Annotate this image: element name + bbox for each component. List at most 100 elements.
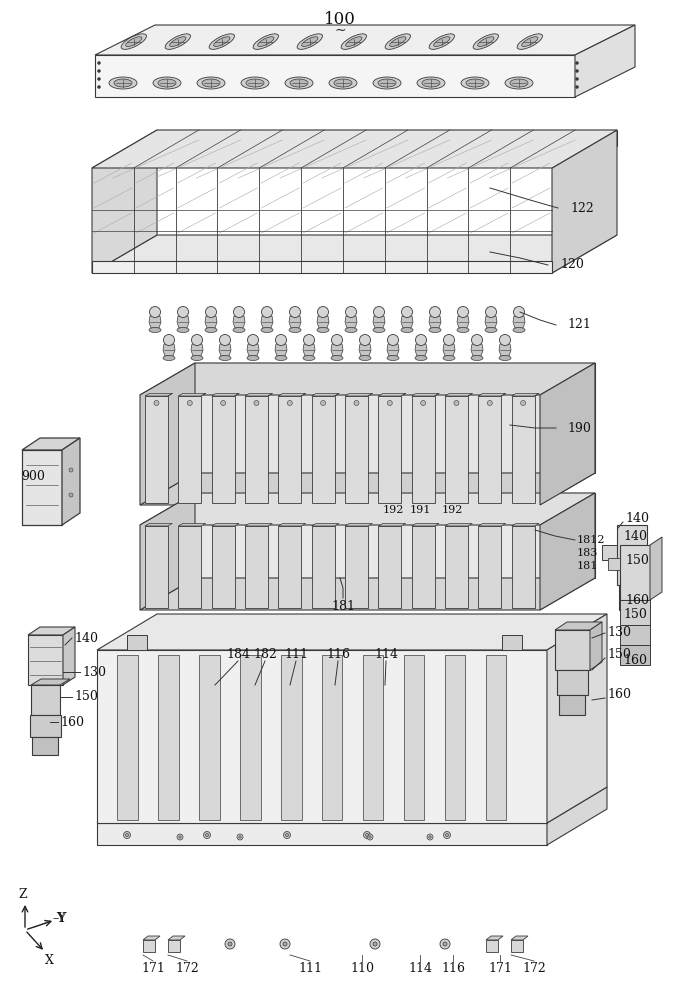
- Polygon shape: [312, 523, 339, 526]
- Circle shape: [440, 939, 450, 949]
- Ellipse shape: [214, 37, 230, 46]
- Polygon shape: [608, 558, 620, 570]
- Ellipse shape: [390, 37, 406, 46]
- Text: 184: 184: [226, 648, 250, 662]
- Text: 121: 121: [567, 318, 591, 332]
- Polygon shape: [233, 316, 245, 328]
- Text: 172: 172: [175, 962, 199, 974]
- Ellipse shape: [457, 328, 469, 332]
- Ellipse shape: [197, 77, 225, 89]
- Polygon shape: [363, 655, 383, 820]
- Ellipse shape: [191, 356, 203, 360]
- Text: 172: 172: [522, 962, 546, 974]
- Polygon shape: [575, 25, 635, 97]
- Polygon shape: [387, 344, 399, 356]
- Ellipse shape: [429, 34, 454, 49]
- Polygon shape: [359, 344, 371, 356]
- Circle shape: [430, 306, 441, 318]
- Polygon shape: [28, 627, 75, 635]
- Text: 160: 160: [607, 688, 631, 702]
- Ellipse shape: [387, 356, 399, 360]
- Polygon shape: [22, 438, 80, 450]
- Ellipse shape: [505, 77, 533, 89]
- Polygon shape: [486, 940, 498, 952]
- Circle shape: [370, 939, 380, 949]
- Polygon shape: [622, 610, 642, 625]
- Polygon shape: [261, 316, 273, 328]
- Text: 150: 150: [623, 608, 647, 621]
- Polygon shape: [620, 600, 650, 625]
- Ellipse shape: [303, 356, 315, 360]
- Circle shape: [287, 400, 292, 406]
- Circle shape: [354, 400, 359, 406]
- Circle shape: [191, 334, 202, 346]
- Text: 1812: 1812: [577, 535, 605, 545]
- Text: 116: 116: [326, 648, 350, 662]
- Ellipse shape: [415, 356, 427, 360]
- Polygon shape: [478, 393, 506, 396]
- Polygon shape: [619, 585, 645, 610]
- Ellipse shape: [289, 328, 301, 332]
- Polygon shape: [502, 635, 522, 650]
- Polygon shape: [177, 316, 189, 328]
- Polygon shape: [511, 940, 523, 952]
- Ellipse shape: [517, 34, 543, 49]
- Polygon shape: [412, 523, 439, 526]
- Text: 191: 191: [409, 505, 430, 515]
- Circle shape: [454, 400, 459, 406]
- Text: 100: 100: [324, 11, 356, 28]
- Ellipse shape: [163, 356, 175, 360]
- Text: 900: 900: [21, 471, 45, 484]
- Polygon shape: [31, 685, 60, 715]
- Polygon shape: [140, 493, 195, 610]
- Polygon shape: [168, 936, 185, 940]
- Polygon shape: [620, 625, 650, 645]
- Text: Z: Z: [18, 888, 27, 902]
- Ellipse shape: [477, 37, 494, 46]
- Text: ∼: ∼: [334, 23, 346, 37]
- Polygon shape: [373, 316, 385, 328]
- Polygon shape: [145, 393, 172, 396]
- Polygon shape: [212, 396, 234, 503]
- Text: 130: 130: [82, 666, 106, 678]
- Text: 111: 111: [298, 962, 322, 974]
- Polygon shape: [200, 655, 220, 820]
- Text: 122: 122: [570, 202, 594, 215]
- Polygon shape: [62, 438, 80, 525]
- Ellipse shape: [121, 34, 146, 49]
- Polygon shape: [445, 396, 468, 503]
- Polygon shape: [511, 396, 535, 503]
- Ellipse shape: [373, 328, 385, 332]
- Text: 190: 190: [567, 422, 591, 434]
- Polygon shape: [322, 655, 343, 820]
- Circle shape: [206, 834, 208, 836]
- Ellipse shape: [331, 356, 343, 360]
- Polygon shape: [312, 396, 334, 503]
- Circle shape: [443, 334, 454, 346]
- Polygon shape: [445, 523, 473, 526]
- Circle shape: [332, 334, 343, 346]
- Polygon shape: [412, 526, 434, 608]
- Polygon shape: [511, 526, 535, 608]
- Polygon shape: [617, 525, 647, 585]
- Ellipse shape: [334, 79, 352, 87]
- Ellipse shape: [378, 79, 396, 87]
- Ellipse shape: [165, 34, 191, 49]
- Polygon shape: [602, 545, 617, 560]
- Ellipse shape: [346, 37, 362, 46]
- Polygon shape: [195, 363, 595, 473]
- Circle shape: [97, 70, 101, 73]
- Circle shape: [177, 834, 183, 840]
- Text: 181: 181: [577, 561, 599, 571]
- Polygon shape: [445, 526, 468, 608]
- Text: 181: 181: [331, 600, 355, 613]
- Text: 150: 150: [74, 690, 98, 704]
- Circle shape: [69, 468, 73, 472]
- Ellipse shape: [471, 356, 483, 360]
- Circle shape: [427, 834, 433, 840]
- Circle shape: [429, 836, 431, 838]
- Polygon shape: [32, 737, 58, 755]
- Ellipse shape: [329, 77, 357, 89]
- Text: Y: Y: [56, 912, 64, 924]
- Polygon shape: [245, 393, 272, 396]
